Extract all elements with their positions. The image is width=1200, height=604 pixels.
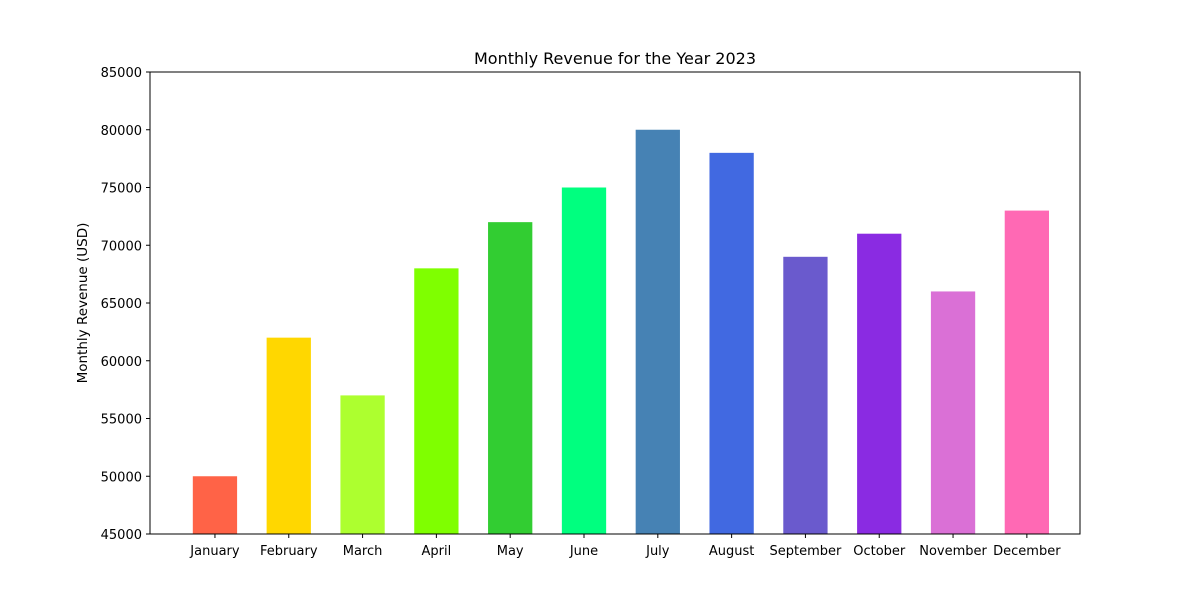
y-tick-label: 50000	[101, 470, 142, 485]
bar-january	[192, 476, 238, 534]
y-axis-label: Monthly Revenue (USD)	[75, 223, 91, 384]
y-tick-label: 60000	[101, 355, 142, 370]
x-tick-label: September	[769, 544, 842, 559]
plot-frame	[149, 71, 1081, 535]
x-tick-label: May	[497, 544, 524, 559]
x-axis-ticks: January February March April May June July Augu…	[189, 534, 1061, 559]
x-tick-label: October	[853, 544, 906, 559]
y-tick-label: 85000	[101, 66, 142, 81]
bar-february	[266, 337, 311, 534]
x-tick-label: April	[422, 544, 452, 559]
x-tick-label: February	[260, 544, 318, 559]
x-tick-label: July	[645, 544, 670, 559]
y-axis-ticks: 45000 50000 55000 60000 65000 70000 75000 80000…	[101, 66, 150, 543]
y-tick-label: 65000	[101, 297, 142, 312]
x-tick-label: June	[569, 544, 598, 559]
x-tick-label: March	[343, 544, 383, 559]
bar-march	[340, 395, 385, 534]
chart-title: Monthly Revenue for the Year 2023	[474, 49, 756, 68]
y-tick-label: 70000	[101, 239, 142, 254]
y-tick-label: 45000	[101, 528, 142, 543]
x-tick-label: November	[919, 544, 987, 559]
y-tick-label: 55000	[101, 413, 142, 428]
bar-july	[635, 129, 680, 534]
x-tick-label: August	[709, 544, 755, 559]
bar-august	[709, 152, 754, 534]
x-tick-label: January	[189, 544, 240, 559]
bars-layer	[192, 129, 1049, 534]
bar-september	[783, 256, 828, 534]
y-tick-label: 75000	[101, 182, 142, 197]
bar-october	[857, 233, 902, 534]
x-tick-label: December	[993, 544, 1061, 559]
bar-december	[1004, 210, 1049, 534]
bar-june	[561, 187, 607, 534]
y-tick-label: 80000	[101, 124, 142, 139]
bar-november	[930, 291, 976, 534]
bar-april	[414, 268, 459, 534]
bar-may	[488, 222, 533, 534]
